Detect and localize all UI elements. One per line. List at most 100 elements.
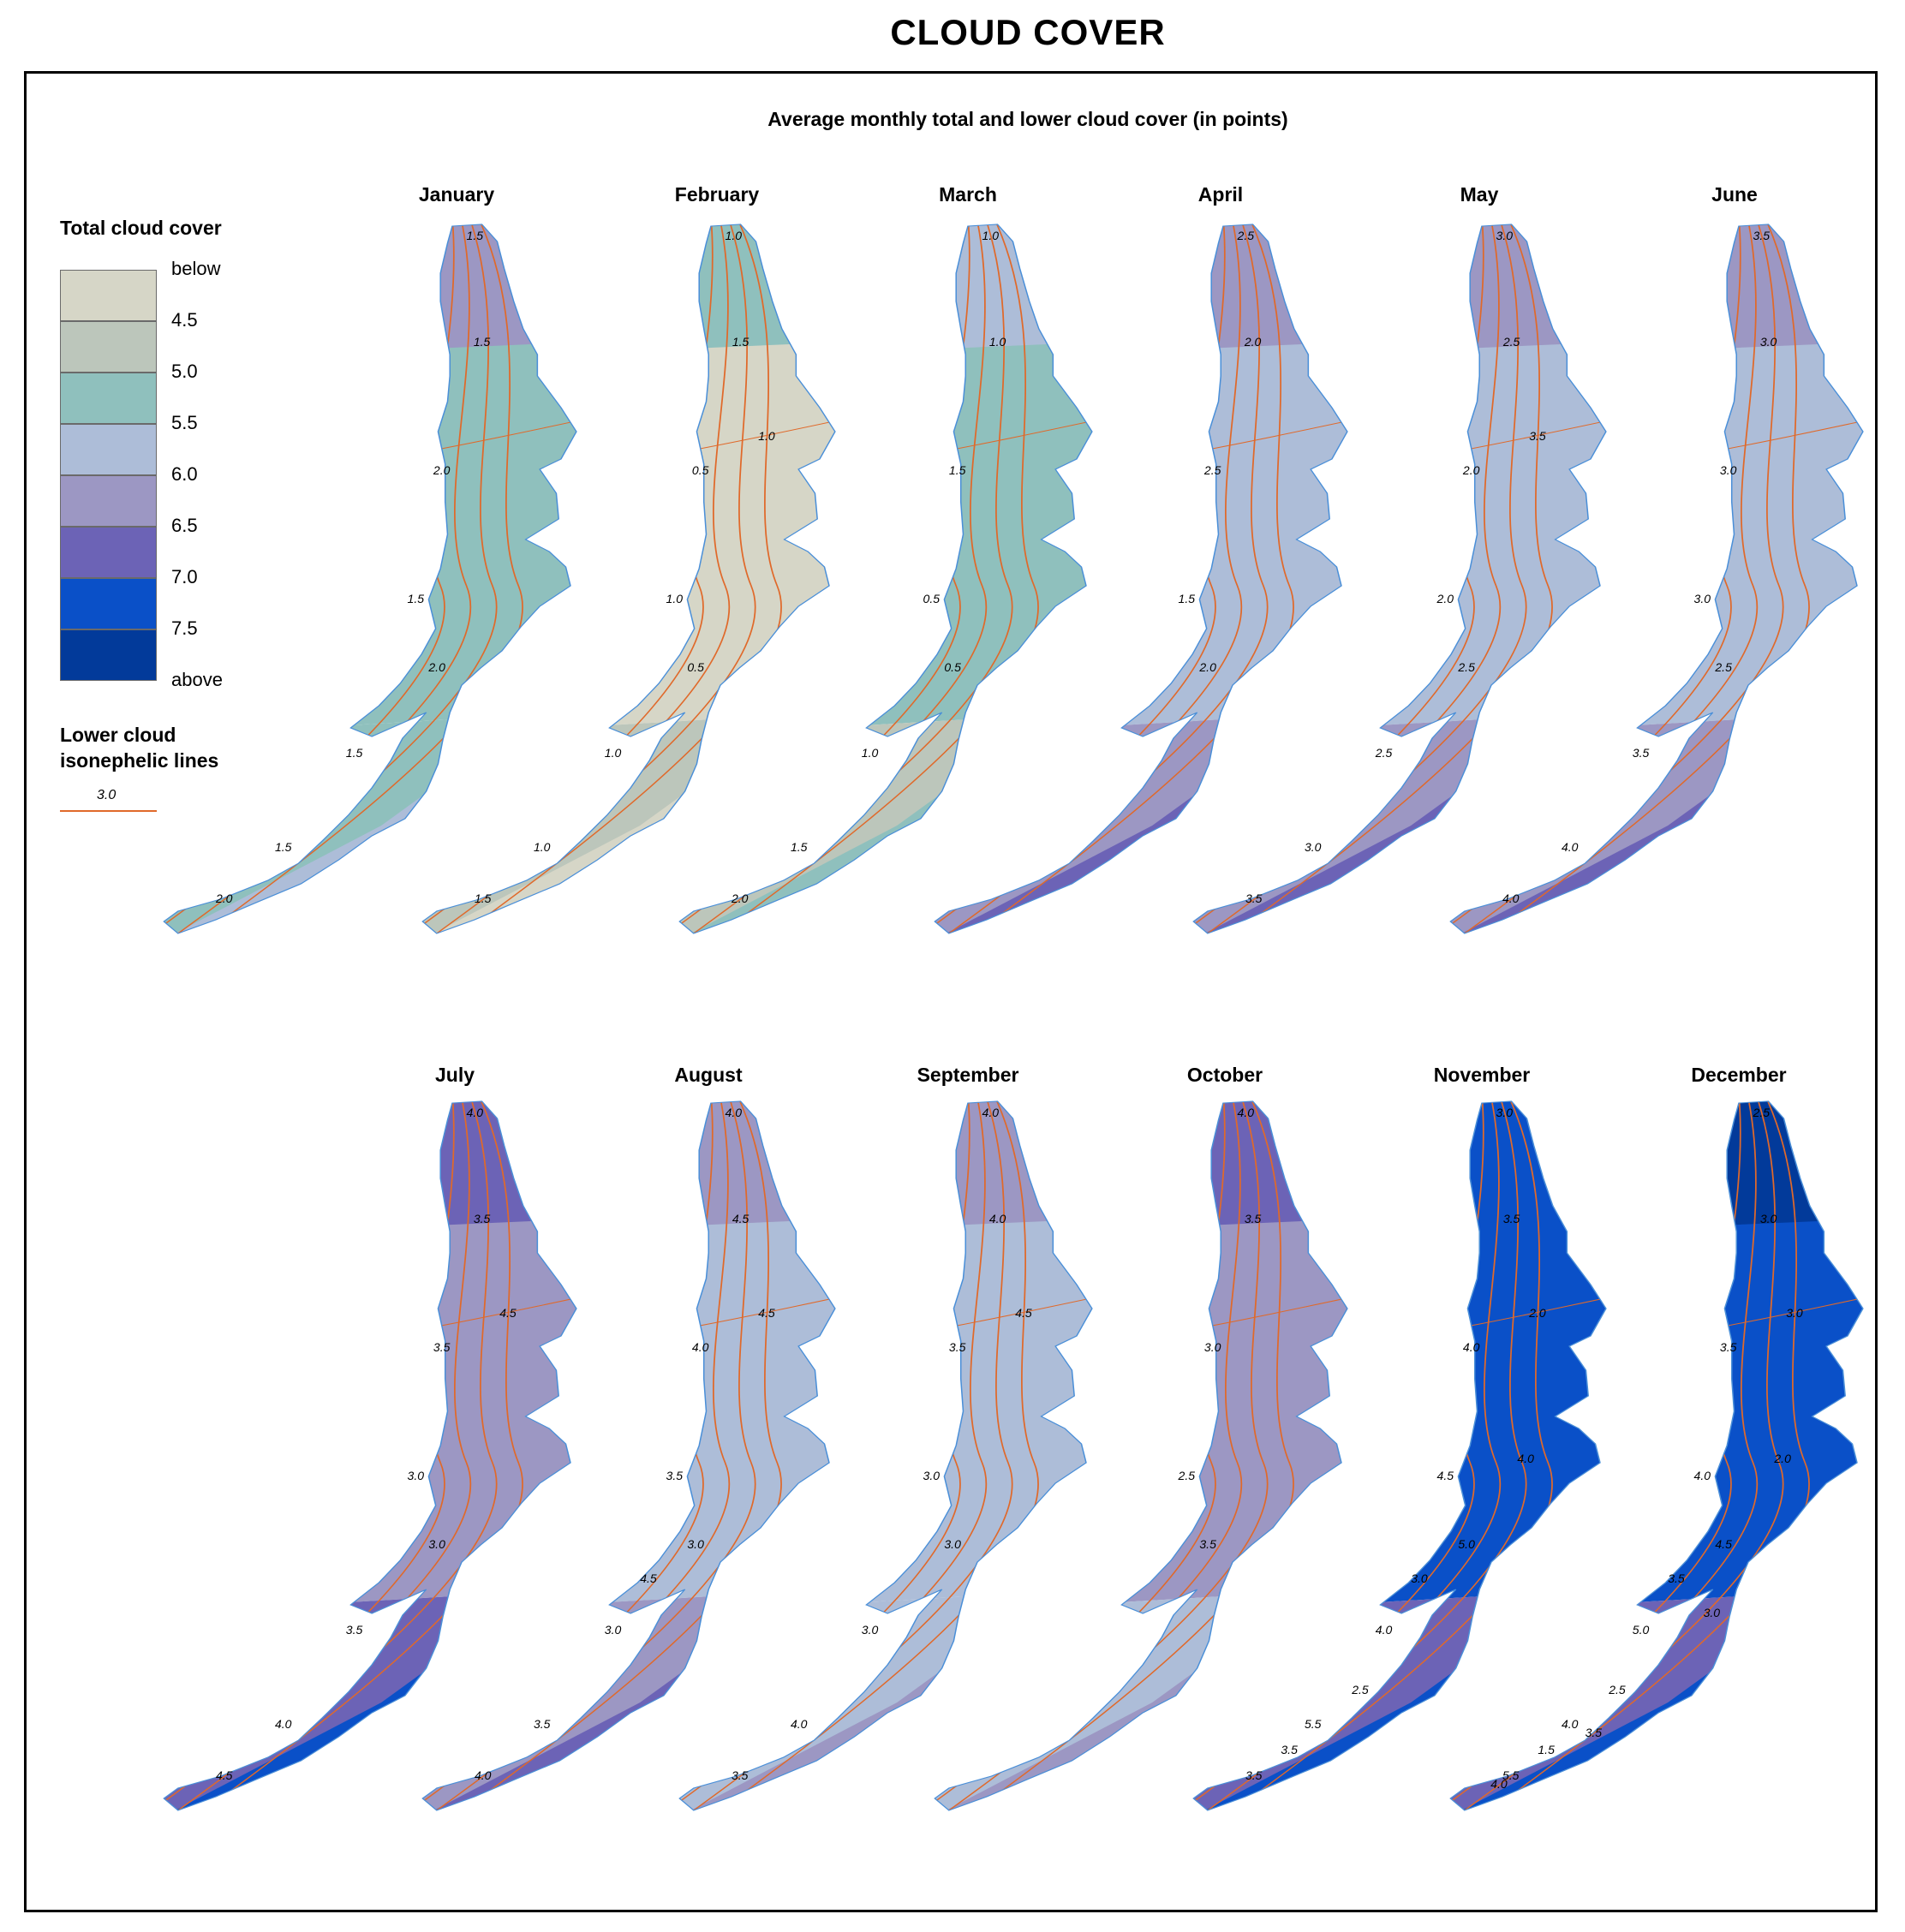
isonephelic-label: 3.0: [428, 1537, 445, 1551]
legend-swatch-4: [60, 475, 157, 527]
lake-outline: [1449, 224, 1864, 934]
isonephelic-label: 1.5: [275, 840, 292, 854]
lake-outline: [1449, 1100, 1864, 1811]
legend-line-sample: [60, 810, 157, 812]
isonephelic-label: 1.5: [791, 840, 808, 854]
isonephelic-label: 3.0: [1305, 840, 1322, 854]
isonephelic-label: 2.0: [1773, 1452, 1791, 1465]
month-title-april: April: [1197, 183, 1244, 206]
isonephelic-label: 3.5: [1245, 1212, 1262, 1225]
zone-north: [164, 1101, 576, 1240]
isonephelic-label: 4.0: [1562, 1717, 1579, 1731]
isonephelic-label: 3.5: [1281, 1743, 1298, 1756]
isonephelic-label: 0.5: [923, 592, 941, 605]
isonephelic-label: 4.0: [692, 1340, 709, 1354]
isonephelic-label: 3.5: [666, 1469, 684, 1482]
isonephelic-line: [1228, 1101, 1553, 1810]
isonephelic-line: [970, 1101, 1294, 1810]
isonephelic-label: 5.0: [1458, 1537, 1475, 1551]
isonephelic-line: [1485, 1101, 1810, 1810]
isonephelic-label: 4.5: [1015, 1306, 1032, 1320]
lake-outline: [421, 224, 836, 934]
isonephelic-label: 4.0: [1694, 1469, 1711, 1482]
isonephelic-label: 3.0: [1204, 1340, 1221, 1354]
isonephelic-label: 4.0: [1238, 1106, 1255, 1119]
isonephelic-label: 2.0: [1244, 335, 1262, 349]
legend-tick-label: 5.5: [171, 412, 198, 433]
isonephelic-label: 2.5: [1237, 229, 1255, 242]
lake-outline: [678, 1100, 1093, 1811]
zone-north: [164, 224, 576, 363]
isonephelic-label: 4.0: [989, 1212, 1006, 1225]
month-title-december: December: [1691, 1064, 1787, 1086]
isonephelic-line: [1485, 224, 1810, 933]
isonephelic-label: 3.5: [1633, 746, 1650, 760]
isonephelic-line: [457, 224, 782, 933]
legend-swatch-7: [60, 629, 157, 681]
month-title-may: May: [1460, 183, 1499, 206]
legend-tick-label: 7.5: [171, 617, 198, 639]
month-title-september: September: [917, 1064, 1019, 1086]
month-title-august: August: [674, 1064, 743, 1086]
isonephelic-label: 1.5: [346, 746, 363, 760]
isonephelic-label: 2.5: [1457, 660, 1475, 674]
lake-outline: [163, 224, 577, 934]
isonephelic-label: 2.5: [1502, 335, 1520, 349]
legend-lower-title-1: Lower cloud: [60, 724, 176, 746]
map-subtitle: Average monthly total and lower cloud co…: [767, 108, 1288, 130]
isonephelic-label: 3.0: [944, 1537, 961, 1551]
isonephelic-label: 1.0: [726, 229, 743, 242]
lake-outline: [421, 1100, 836, 1811]
lake-outline: [934, 224, 1348, 934]
lake-outline: [1192, 1100, 1607, 1811]
isonephelic-label: 1.0: [605, 746, 622, 760]
isonephelic-label: 4.0: [275, 1717, 292, 1731]
isonephelic-label: 3.0: [1496, 1106, 1514, 1119]
isonephelic-label: 1.0: [862, 746, 879, 760]
isonephelic-label: 4.5: [1437, 1469, 1454, 1482]
isonephelic-line: [199, 224, 523, 933]
isonephelic-line: [970, 224, 1294, 933]
isonephelic-label: 2.0: [1198, 660, 1216, 674]
legend-tick-label: 4.5: [171, 309, 198, 331]
isonephelic-label: 2.5: [1351, 1683, 1369, 1696]
legend-swatch-6: [60, 578, 157, 629]
month-title-february: February: [674, 183, 760, 206]
isonephelic-label: 3.5: [474, 1212, 491, 1225]
isonephelic-label: 2.5: [1203, 463, 1221, 477]
isonephelic-label: 4.0: [1562, 840, 1579, 854]
isonephelic-label: 1.5: [1538, 1743, 1555, 1756]
isonephelic-label: 1.5: [474, 335, 491, 349]
isonephelic-label: 1.5: [467, 229, 484, 242]
isonephelic-label: 4.0: [1502, 891, 1520, 905]
isonephelic-label: 3.0: [1411, 1571, 1428, 1585]
isonephelic-label: 0.5: [687, 660, 704, 674]
lake-map-july: [163, 1100, 577, 1811]
isonephelic-label: 3.0: [862, 1623, 879, 1637]
isonephelic-label: 3.0: [1760, 1212, 1777, 1225]
isonephelic-label: 3.0: [1694, 592, 1711, 605]
legend-swatch-0: [60, 270, 157, 321]
isonephelic-label: 2.0: [215, 891, 233, 905]
map-frame: [24, 71, 1878, 1912]
isonephelic-label: 4.5: [732, 1212, 749, 1225]
isonephelic-label: 3.5: [949, 1340, 966, 1354]
isonephelic-label: 1.0: [666, 592, 684, 605]
isonephelic-label: 3.5: [1586, 1726, 1603, 1739]
legend-tick-label: 5.0: [171, 361, 198, 382]
isonephelic-label: 0.5: [944, 660, 961, 674]
isonephelic-line: [457, 1101, 782, 1810]
month-title-january: January: [418, 183, 495, 206]
isonephelic-label: 5.5: [1502, 1768, 1520, 1782]
isonephelic-label: 3.0: [1786, 1306, 1803, 1320]
isonephelic-line: [199, 1101, 523, 1810]
legend-total-title: Total cloud cover: [60, 217, 222, 239]
isonephelic-label: 1.5: [475, 891, 492, 905]
month-title-october: October: [1186, 1064, 1263, 1086]
isonephelic-label: 1.0: [534, 840, 551, 854]
isonephelic-label: 0.5: [692, 463, 709, 477]
isonephelic-label: 5.5: [1305, 1717, 1322, 1731]
zone-north: [1450, 224, 1863, 363]
isonephelic-label: 3.5: [1245, 891, 1263, 905]
